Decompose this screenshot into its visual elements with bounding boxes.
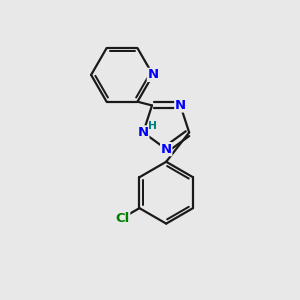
Text: N: N [160, 142, 172, 156]
Text: H: H [148, 121, 157, 131]
Text: N: N [147, 68, 158, 81]
Text: N: N [175, 99, 186, 112]
Text: N: N [138, 126, 149, 139]
Text: Cl: Cl [116, 212, 130, 225]
